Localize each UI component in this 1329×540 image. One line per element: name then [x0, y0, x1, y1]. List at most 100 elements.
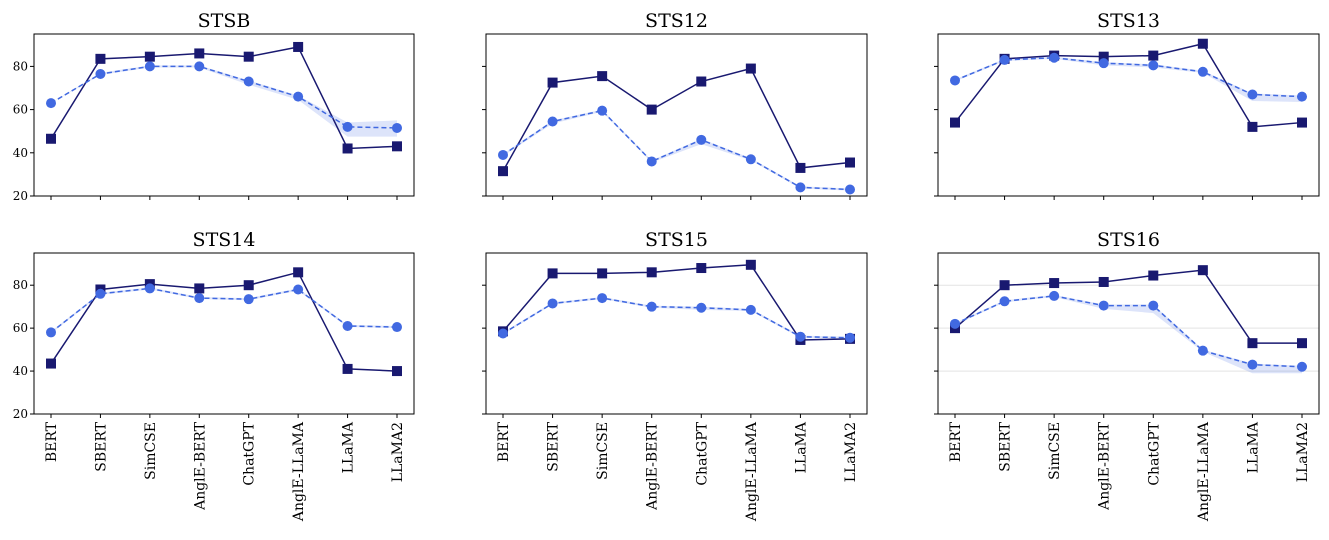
data-point [498, 328, 508, 339]
data-point [845, 332, 855, 343]
data-point [1148, 270, 1159, 281]
data-point [46, 327, 56, 338]
data-point [696, 134, 707, 145]
axes-frame [33, 252, 415, 415]
data-point [46, 133, 56, 144]
series-line [502, 297, 851, 339]
data-point [950, 75, 960, 86]
data-point [1297, 117, 1307, 128]
data-point [1197, 265, 1208, 276]
data-point [498, 149, 508, 160]
axes-frame [485, 252, 868, 415]
y-tick-label: 20 [13, 189, 28, 203]
data-point [597, 71, 608, 82]
data-point [1247, 338, 1258, 349]
data-point [1247, 121, 1258, 132]
x-tick-label: BERT [496, 421, 512, 462]
data-point [144, 283, 155, 294]
data-point [293, 91, 304, 102]
data-point [342, 121, 353, 132]
data-point [745, 304, 756, 315]
data-point [547, 116, 558, 127]
data-point [597, 293, 608, 304]
x-tick-label: AnglE-LLaMA [744, 421, 760, 522]
series-line [954, 295, 1303, 368]
series-line [954, 269, 1302, 344]
data-point [1148, 60, 1159, 71]
data-point [1098, 276, 1109, 287]
x-tick-label: LLaMA [341, 421, 357, 473]
data-point [392, 122, 402, 133]
data-point [1297, 91, 1307, 102]
y-tick-label: 20 [13, 407, 28, 421]
data-point [547, 268, 558, 279]
y-tick-label: 40 [13, 146, 28, 160]
x-tick-label: SimCSE [1047, 422, 1063, 480]
axes-frame [937, 33, 1320, 197]
data-point [194, 61, 205, 72]
data-point [999, 54, 1010, 65]
data-point [547, 298, 558, 309]
y-tick-label: 80 [13, 59, 28, 73]
chart-panel-sts14: STS14 20 40 60 80 BERT SBERT SimCSE AnglE-BERT Ch… [13, 229, 415, 522]
data-point [795, 331, 806, 342]
x-tick-label: AnglE-BERT [645, 421, 661, 511]
data-point [950, 318, 960, 329]
axes-frame [33, 33, 415, 197]
data-point [795, 162, 806, 173]
data-point [243, 76, 254, 87]
data-point [696, 263, 707, 274]
data-point [243, 280, 254, 291]
data-point [1197, 66, 1208, 77]
series-line [50, 287, 398, 334]
series-band [51, 287, 397, 334]
data-point [1148, 300, 1159, 311]
x-tick-label: ChatGPT [694, 421, 710, 485]
data-point [1197, 38, 1208, 49]
data-point [745, 63, 756, 74]
y-tick-label: 40 [13, 364, 28, 378]
data-point [1049, 290, 1060, 301]
series-line [502, 67, 851, 172]
data-point [46, 358, 56, 369]
data-point [547, 77, 558, 88]
data-point [293, 41, 304, 52]
x-tick-label: AnglE-BERT [192, 421, 208, 511]
data-point [1247, 89, 1258, 100]
x-tick-label: SimCSE [595, 422, 611, 480]
x-tick-label: ChatGPT [1146, 421, 1162, 485]
x-tick-label: BERT [948, 421, 964, 462]
data-point [1049, 278, 1060, 289]
data-point [194, 48, 205, 59]
data-point [342, 363, 353, 374]
data-point [745, 259, 756, 270]
series-line [502, 264, 851, 341]
data-point [646, 301, 657, 312]
series-line [50, 46, 398, 150]
x-tick-label: SimCSE [143, 422, 159, 480]
x-tick-label: LLaMA [793, 421, 809, 473]
data-point [46, 98, 56, 109]
x-tick-label: LLaMA2 [1295, 422, 1311, 482]
x-tick-label: AnglE-LLaMA [291, 421, 307, 522]
panel-title: STS13 [1097, 10, 1160, 32]
x-tick-label: SBERT [998, 421, 1014, 471]
data-point [95, 53, 106, 64]
data-point [194, 293, 205, 304]
data-point [95, 68, 106, 79]
data-point [646, 104, 657, 115]
panel-title: STS12 [645, 10, 708, 32]
data-point [1197, 345, 1208, 356]
data-point [999, 296, 1010, 307]
series-line [954, 57, 1303, 98]
x-tick-label: LLaMA2 [390, 422, 406, 482]
series-line [50, 271, 398, 372]
data-point [1098, 300, 1109, 311]
y-tick-label: 60 [13, 321, 28, 335]
data-point [1297, 338, 1307, 349]
x-tick-label: SBERT [546, 421, 562, 471]
data-point [696, 302, 707, 313]
data-point [1148, 50, 1159, 61]
data-point [950, 117, 960, 128]
data-point [1098, 58, 1109, 69]
